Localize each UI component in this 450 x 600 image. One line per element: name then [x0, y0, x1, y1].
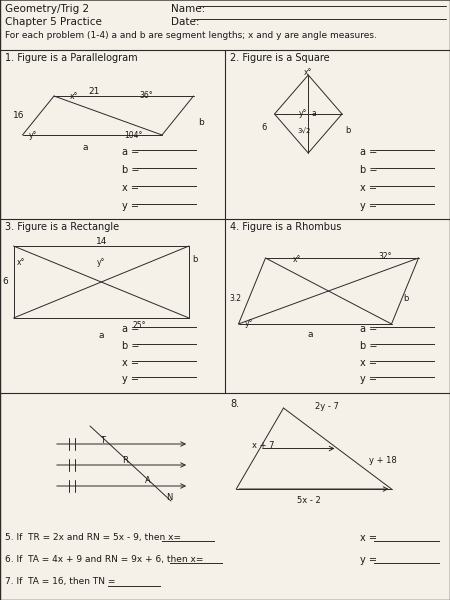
- Text: 1. Figure is a Parallelogram: 1. Figure is a Parallelogram: [5, 53, 138, 63]
- Text: 7. If  TA = 16, then TN =: 7. If TA = 16, then TN =: [5, 577, 116, 586]
- Text: b: b: [193, 255, 198, 264]
- Text: 3. Figure is a Rectangle: 3. Figure is a Rectangle: [5, 222, 120, 232]
- Text: x°: x°: [292, 255, 301, 264]
- Text: a =: a =: [360, 324, 380, 334]
- Text: b =: b =: [360, 341, 381, 351]
- Text: 32°: 32°: [378, 252, 392, 261]
- Text: Date:: Date:: [171, 17, 199, 27]
- Text: 25°: 25°: [133, 321, 146, 330]
- Text: b =: b =: [122, 341, 142, 351]
- Text: y =: y =: [360, 201, 380, 211]
- Text: T: T: [100, 436, 105, 445]
- Text: y°: y°: [29, 131, 38, 140]
- Text: y =: y =: [360, 374, 380, 385]
- Text: y°: y°: [97, 258, 105, 267]
- Text: R: R: [122, 456, 128, 465]
- Text: a: a: [99, 331, 104, 340]
- Text: Name:: Name:: [171, 4, 205, 14]
- Text: a =: a =: [122, 147, 142, 157]
- Text: y =: y =: [122, 374, 142, 385]
- Text: 16: 16: [13, 111, 24, 120]
- Text: a: a: [312, 109, 317, 118]
- Text: y =: y =: [360, 555, 377, 565]
- Text: 21: 21: [89, 87, 100, 96]
- Text: y =: y =: [122, 201, 142, 211]
- Text: Geometry/Trig 2: Geometry/Trig 2: [5, 4, 90, 14]
- Text: x + 7: x + 7: [252, 441, 274, 450]
- Text: b: b: [403, 294, 408, 303]
- Text: b =: b =: [122, 165, 142, 175]
- Text: y + 18: y + 18: [369, 456, 397, 465]
- Text: 6: 6: [2, 277, 8, 286]
- Text: For each problem (1-4) a and b are segment lengths; x and y are angle measures.: For each problem (1-4) a and b are segme…: [5, 31, 377, 40]
- Text: b =: b =: [360, 165, 381, 175]
- Text: x°: x°: [70, 92, 78, 101]
- Text: 104°: 104°: [124, 131, 142, 140]
- Text: a: a: [83, 143, 88, 152]
- Text: N: N: [166, 493, 173, 502]
- Text: 4. Figure is a Rhombus: 4. Figure is a Rhombus: [230, 222, 342, 232]
- Text: A: A: [145, 476, 151, 485]
- Text: 36°: 36°: [140, 91, 153, 100]
- Text: x°: x°: [17, 258, 26, 267]
- Text: y°: y°: [299, 109, 308, 118]
- Text: a =: a =: [360, 147, 380, 157]
- Text: 3.2: 3.2: [230, 294, 242, 303]
- Text: 5. If  TR = 2x and RN = 5x - 9, then x=: 5. If TR = 2x and RN = 5x - 9, then x=: [5, 533, 181, 542]
- Text: 2. Figure is a Square: 2. Figure is a Square: [230, 53, 330, 63]
- Text: a: a: [308, 330, 313, 339]
- Text: x =: x =: [360, 358, 380, 368]
- Text: b: b: [346, 126, 351, 135]
- Text: 14: 14: [95, 237, 107, 246]
- Text: y°: y°: [245, 319, 254, 328]
- Text: a =: a =: [122, 324, 142, 334]
- Text: x =: x =: [360, 533, 377, 543]
- Text: 5x - 2: 5x - 2: [297, 496, 321, 505]
- Text: x°: x°: [304, 68, 312, 77]
- Text: x =: x =: [122, 183, 142, 193]
- Text: b: b: [198, 118, 204, 127]
- Text: 6: 6: [261, 123, 266, 132]
- Text: x =: x =: [122, 358, 142, 368]
- Text: 8.: 8.: [230, 399, 239, 409]
- Text: Chapter 5 Practice: Chapter 5 Practice: [5, 17, 102, 27]
- Text: x =: x =: [360, 183, 380, 193]
- Text: 6. If  TA = 4x + 9 and RN = 9x + 6, then x=: 6. If TA = 4x + 9 and RN = 9x + 6, then …: [5, 555, 204, 564]
- Text: 3√2: 3√2: [297, 129, 310, 135]
- Text: 2y - 7: 2y - 7: [315, 402, 339, 411]
